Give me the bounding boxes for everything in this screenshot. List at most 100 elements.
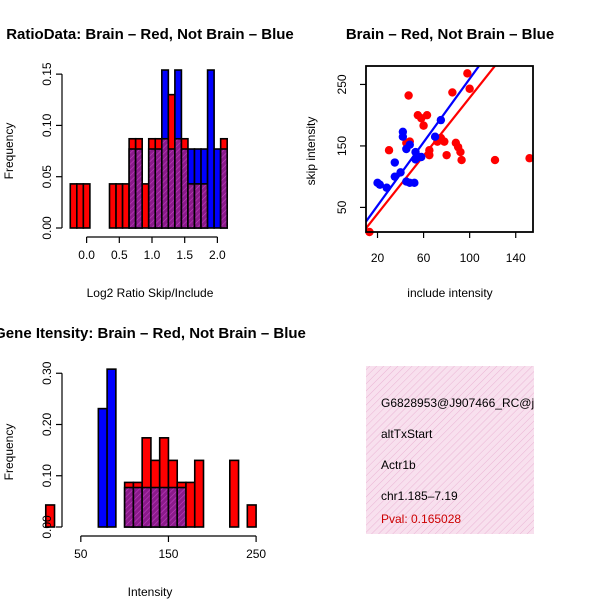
y-tick-label: 250 bbox=[335, 74, 349, 94]
ratio-title: RatioData: Brain – Red, Not Brain – Blue bbox=[6, 26, 294, 43]
regression-line-brain bbox=[366, 66, 497, 229]
ratio-histogram: RatioData: Brain – Red, Not Brain – Blue… bbox=[2, 26, 294, 300]
histogram-bar-brain bbox=[121, 183, 130, 229]
scatter-xlabel: include intensity bbox=[407, 286, 492, 300]
histogram-bar-overlap bbox=[200, 183, 209, 229]
scatter-point-not-brain bbox=[405, 140, 414, 149]
histogram-bar-brain bbox=[141, 183, 150, 229]
y-tick-label: 0.15 bbox=[40, 62, 54, 86]
histogram-bar-brain bbox=[108, 183, 117, 229]
histogram-bar-not-brain bbox=[106, 368, 117, 528]
scatter-point-not-brain bbox=[390, 158, 399, 167]
intensity-bars bbox=[44, 368, 257, 528]
x-tick-label: 0.0 bbox=[78, 248, 95, 262]
scatter-point-not-brain bbox=[382, 183, 391, 192]
histogram-bar-overlap bbox=[154, 148, 163, 229]
histogram-bar-overlap bbox=[219, 148, 228, 229]
x-tick-label: 100 bbox=[460, 251, 480, 265]
info-pvalue: Pval: 0.165028 bbox=[381, 512, 461, 526]
histogram-bar-overlap bbox=[123, 486, 135, 528]
scatter-point-not-brain bbox=[396, 168, 405, 177]
y-tick-label: 0.05 bbox=[40, 165, 54, 189]
histogram-bar-overlap bbox=[180, 148, 189, 229]
histogram-bar-overlap bbox=[193, 183, 202, 229]
scatter-plot: 20 60 100 140 50 150 250 bbox=[335, 65, 534, 265]
scatter-point-brain bbox=[525, 154, 534, 163]
scatter-point-not-brain bbox=[411, 147, 420, 157]
info-location: chr1.185–7.19 bbox=[381, 489, 458, 503]
y-tick-label: 0.00 bbox=[40, 216, 54, 240]
histogram-bar-overlap bbox=[147, 148, 157, 229]
scatter-frame bbox=[365, 65, 534, 233]
scatter-point-not-brain bbox=[410, 178, 419, 188]
scatter-point-brain bbox=[448, 88, 457, 97]
x-tick-label: 50 bbox=[74, 547, 88, 561]
intensity-xlabel: Intensity bbox=[128, 585, 173, 599]
histogram-bar-overlap bbox=[167, 148, 176, 229]
x-tick-label: 0.5 bbox=[111, 248, 128, 262]
x-tick-label: 60 bbox=[417, 251, 431, 265]
intensity-axes: 0.00 0.10 0.20 0.30 50 150 250 bbox=[40, 361, 266, 561]
histogram-bar-overlap bbox=[176, 486, 187, 528]
y-tick-label: 0.20 bbox=[40, 412, 54, 436]
histogram-bar-overlap bbox=[132, 486, 143, 528]
histogram-bar-brain bbox=[115, 183, 124, 229]
scatter-point-not-brain bbox=[398, 127, 408, 136]
info-gene-name: Actr1b bbox=[381, 458, 416, 472]
histogram-bar-not-brain bbox=[213, 148, 222, 229]
scatter-point-brain bbox=[425, 150, 434, 160]
x-tick-label: 150 bbox=[158, 547, 178, 561]
histogram-bar-brain bbox=[82, 183, 91, 229]
intensity-scatter: Brain – Red, Not Brain – Blue 20 60 100 140… bbox=[304, 26, 554, 300]
histogram-bar-brain bbox=[246, 504, 257, 528]
histogram-bar-overlap bbox=[167, 486, 179, 528]
intensity-ylabel: Frequency bbox=[2, 424, 16, 481]
scatter-title: Brain – Red, Not Brain – Blue bbox=[346, 26, 554, 43]
y-tick-label: 0.00 bbox=[40, 515, 54, 539]
scatter-point-brain bbox=[457, 155, 466, 165]
histogram-bar-brain bbox=[229, 459, 240, 528]
scatter-point-brain bbox=[384, 146, 394, 155]
ratio-ylabel: Frequency bbox=[2, 123, 16, 180]
y-tick-label: 0.30 bbox=[40, 361, 54, 385]
ratio-xlabel: Log2 Ratio Skip/Include bbox=[87, 286, 214, 300]
gene-intensity-histogram: Gene Itensity: Brain – Red, Not Brain – … bbox=[0, 325, 306, 599]
scatter-point-brain bbox=[422, 110, 432, 120]
info-panel: G6828953@J907466_RC@j_at altTxStart Actr… bbox=[366, 366, 551, 534]
scatter-point-brain bbox=[463, 69, 472, 78]
scatter-ylabel: skip intensity bbox=[304, 117, 318, 186]
scatter-point-brain bbox=[440, 137, 449, 146]
histogram-bar-overlap bbox=[187, 183, 196, 229]
histogram-bar-overlap bbox=[134, 148, 143, 229]
x-tick-label: 2.0 bbox=[209, 248, 226, 262]
scatter-point-brain bbox=[465, 84, 474, 93]
histogram-bar-overlap bbox=[158, 486, 170, 528]
info-probe-id: G6828953@J907466_RC@j_at bbox=[381, 396, 551, 410]
scatter-point-brain bbox=[404, 91, 413, 100]
x-tick-label: 20 bbox=[371, 251, 385, 265]
scatter-point-brain bbox=[419, 121, 428, 130]
histogram-bar-brain bbox=[193, 459, 205, 528]
y-tick-label: 0.10 bbox=[40, 464, 54, 488]
x-tick-label: 1.5 bbox=[176, 248, 193, 262]
ratio-axes: 0.00 0.05 0.10 0.15 0.0 0.5 1.0 1.5 2.0 bbox=[40, 62, 226, 262]
ratio-bars bbox=[69, 69, 228, 229]
histogram-bar-brain bbox=[44, 504, 56, 528]
y-tick-label: 150 bbox=[335, 136, 349, 156]
x-tick-label: 140 bbox=[506, 251, 526, 265]
scatter-point-not-brain bbox=[375, 180, 385, 189]
info-background bbox=[366, 366, 534, 534]
x-tick-label: 250 bbox=[246, 547, 266, 561]
histogram-bar-overlap bbox=[174, 137, 183, 229]
scatter-point-brain bbox=[490, 155, 500, 165]
histogram-bar-overlap bbox=[128, 148, 137, 229]
scatter-point-not-brain bbox=[436, 115, 446, 125]
info-event-type: altTxStart bbox=[381, 427, 433, 441]
scatter-point-brain bbox=[456, 147, 465, 157]
regression-line-not-brain bbox=[366, 66, 481, 223]
scatter-point-not-brain bbox=[430, 132, 440, 141]
scatter-point-not-brain bbox=[417, 152, 426, 162]
histogram-bar-brain bbox=[185, 481, 196, 528]
histogram-bar-brain bbox=[76, 183, 85, 229]
